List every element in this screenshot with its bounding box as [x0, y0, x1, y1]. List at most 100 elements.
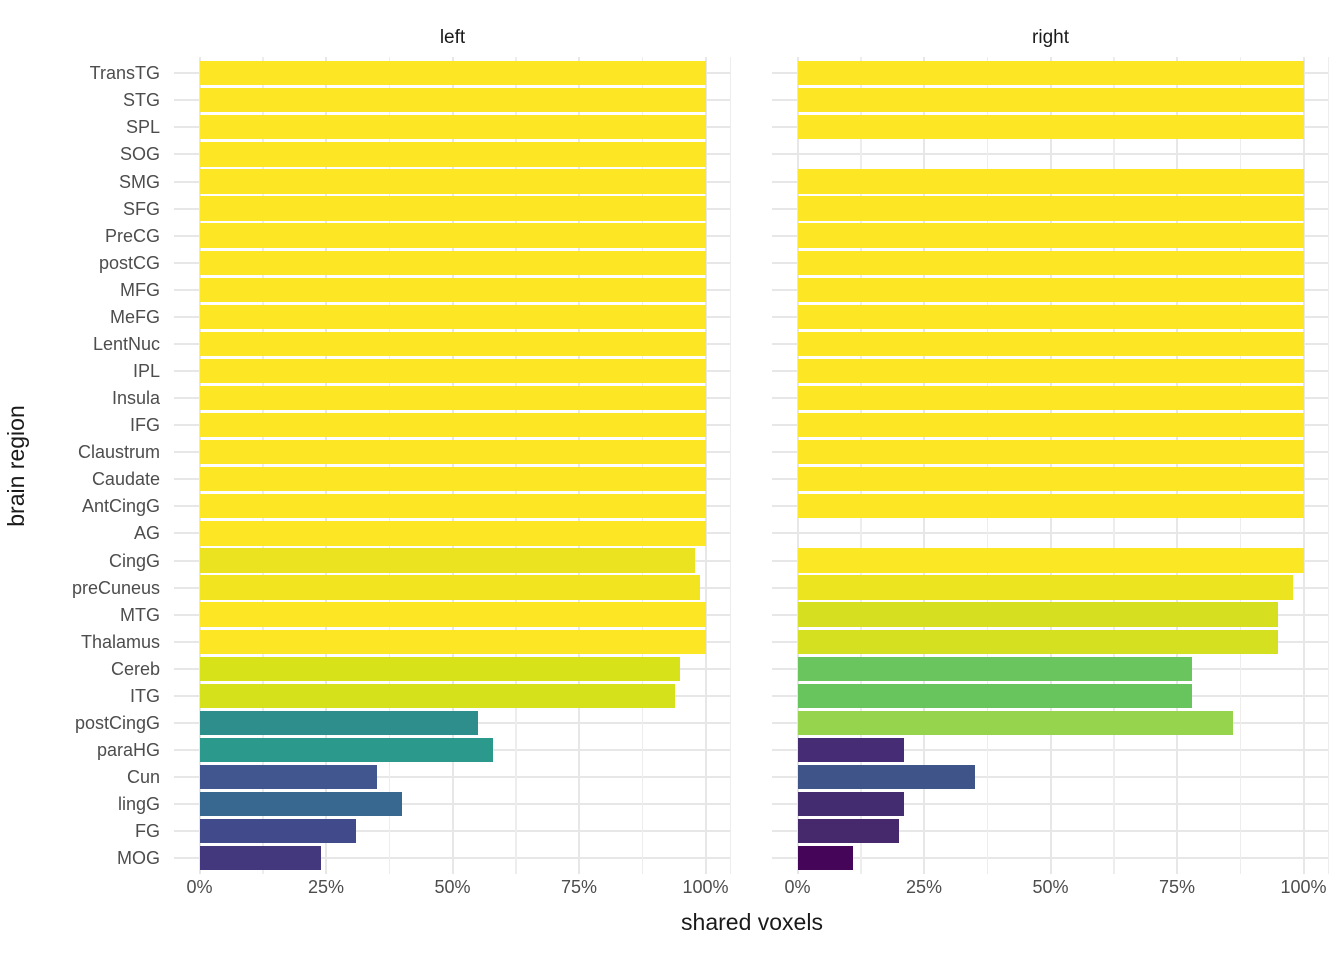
- y-axis-label-IPL: IPL: [132, 361, 160, 381]
- y-axis-label-AG: AG: [133, 523, 160, 544]
- y-axis-label-Claustrum: Claustrum: [77, 442, 160, 463]
- y-axis-label-FG: FG: [135, 821, 160, 842]
- bar-left-CingG: [199, 548, 696, 573]
- x-axis-title: shared voxels: [681, 909, 823, 935]
- y-axis-label-IFG: IFG: [130, 415, 160, 436]
- bar-left-Claustrum: [199, 440, 706, 465]
- bar-right-MOG: [797, 846, 854, 871]
- y-axis-label-TransTG: TransTG: [89, 63, 160, 84]
- y-axis-label-PreCG: PreCG: [104, 225, 160, 246]
- bar-left-SOG: [199, 142, 706, 167]
- bar-right-Caudate: [797, 467, 1304, 492]
- bar-left-paraHG: [199, 737, 493, 763]
- y-axis-label-SPL: SPL: [125, 117, 160, 138]
- y-axis-label-Cun: Cun: [126, 767, 160, 787]
- y-axis-label-MeFG: MeFG: [109, 306, 160, 327]
- gridline-major: [1302, 57, 1305, 874]
- bar-right-STG: [797, 88, 1304, 113]
- y-axis-label-paraHG: paraHG: [96, 740, 160, 760]
- bar-left-SPL: [199, 115, 706, 140]
- bar-right-postCG: [797, 250, 1304, 275]
- y-axis-label-Insula: Insula: [111, 388, 160, 408]
- bar-left-ITG: [199, 683, 676, 708]
- x-tick-label: 25%: [307, 877, 345, 897]
- gridline-major: [704, 57, 707, 874]
- y-axis-label-lingG: lingG: [117, 794, 160, 815]
- bar-right-MTG: [797, 602, 1279, 627]
- panel-edge-line: [729, 57, 731, 874]
- y-axis-label-SFG: SFG: [122, 198, 160, 219]
- gridline-minor: [262, 57, 264, 874]
- panel-left: [174, 57, 731, 874]
- x-tick-label: 0%: [186, 877, 213, 897]
- bar-right-ITG: [797, 683, 1193, 708]
- bar-left-Cereb: [199, 656, 681, 681]
- gridline-minor: [860, 57, 862, 874]
- x-tick-label: 75%: [560, 877, 598, 897]
- bar-right-PreCG: [797, 223, 1304, 248]
- y-axis-label-Cereb: Cereb: [110, 658, 160, 679]
- bar-right-MeFG: [797, 304, 1304, 329]
- gridline-major: [578, 57, 580, 874]
- bar-left-LentNuc: [199, 331, 706, 357]
- bar-left-Cun: [199, 764, 377, 790]
- bar-right-Thalamus: [797, 629, 1279, 654]
- bar-left-MTG: [199, 602, 706, 627]
- gridline-minor: [515, 57, 517, 874]
- bar-right-Insula: [797, 385, 1304, 411]
- bar-left-postCingG: [199, 710, 478, 736]
- bar-left-preCuneus: [199, 575, 701, 600]
- bar-right-lingG: [797, 791, 904, 817]
- gridline-minor: [641, 57, 643, 874]
- y-axis-label-SMG: SMG: [118, 171, 160, 192]
- bar-left-lingG: [199, 791, 402, 817]
- bar-right-SPL: [797, 115, 1304, 140]
- bar-left-AntCingG: [199, 494, 706, 519]
- y-axis-label-LentNuc: LentNuc: [92, 333, 160, 354]
- gridline-major: [923, 57, 925, 874]
- x-tick-label: 75%: [1158, 877, 1196, 897]
- y-axis-label-SOG: SOG: [119, 144, 160, 165]
- bar-right-TransTG: [797, 61, 1304, 86]
- bar-right-AntCingG: [797, 494, 1304, 519]
- bar-left-Caudate: [199, 467, 706, 492]
- gridline-major: [1176, 57, 1178, 874]
- bar-right-IFG: [797, 412, 1304, 438]
- y-axis-label-Thalamus: Thalamus: [80, 631, 160, 652]
- gridline-minor: [986, 57, 988, 874]
- bar-left-MeFG: [199, 304, 706, 329]
- bar-left-MFG: [199, 277, 706, 302]
- facet-strip-left: left: [439, 27, 466, 48]
- bar-left-postCG: [199, 250, 706, 275]
- bar-left-Thalamus: [199, 629, 706, 654]
- bar-left-IFG: [199, 412, 706, 438]
- y-axis-label-MTG: MTG: [120, 604, 160, 625]
- bar-left-PreCG: [199, 223, 706, 248]
- bar-left-FG: [199, 819, 357, 844]
- panel-right: [772, 57, 1329, 874]
- x-tick-label: 100%: [682, 877, 729, 897]
- y-axis-label-MFG: MFG: [120, 279, 160, 300]
- gridline-minor: [1239, 57, 1241, 874]
- gridline-major: [451, 57, 454, 874]
- bar-right-Cereb: [797, 656, 1193, 681]
- bar-left-SFG: [199, 196, 706, 221]
- bar-left-STG: [199, 88, 706, 113]
- bar-right-CingG: [797, 548, 1304, 573]
- facet-strip-right: right: [1032, 27, 1069, 48]
- bar-left-Insula: [199, 385, 706, 411]
- bar-right-FG: [797, 819, 899, 844]
- gridline-minor: [1113, 57, 1115, 874]
- bar-right-paraHG: [797, 737, 904, 763]
- x-tick-label: 50%: [1032, 877, 1069, 897]
- bar-left-MOG: [199, 846, 321, 871]
- gridline-major: [325, 57, 327, 874]
- gridline-major: [796, 57, 799, 874]
- panel-edge-line: [1327, 57, 1329, 874]
- x-tick-label: 0%: [784, 877, 811, 897]
- bar-right-LentNuc: [797, 331, 1304, 357]
- y-axis-label-postCG: postCG: [98, 252, 160, 273]
- y-axis-label-AntCingG: AntCingG: [81, 496, 160, 517]
- x-tick-label: 50%: [434, 877, 471, 897]
